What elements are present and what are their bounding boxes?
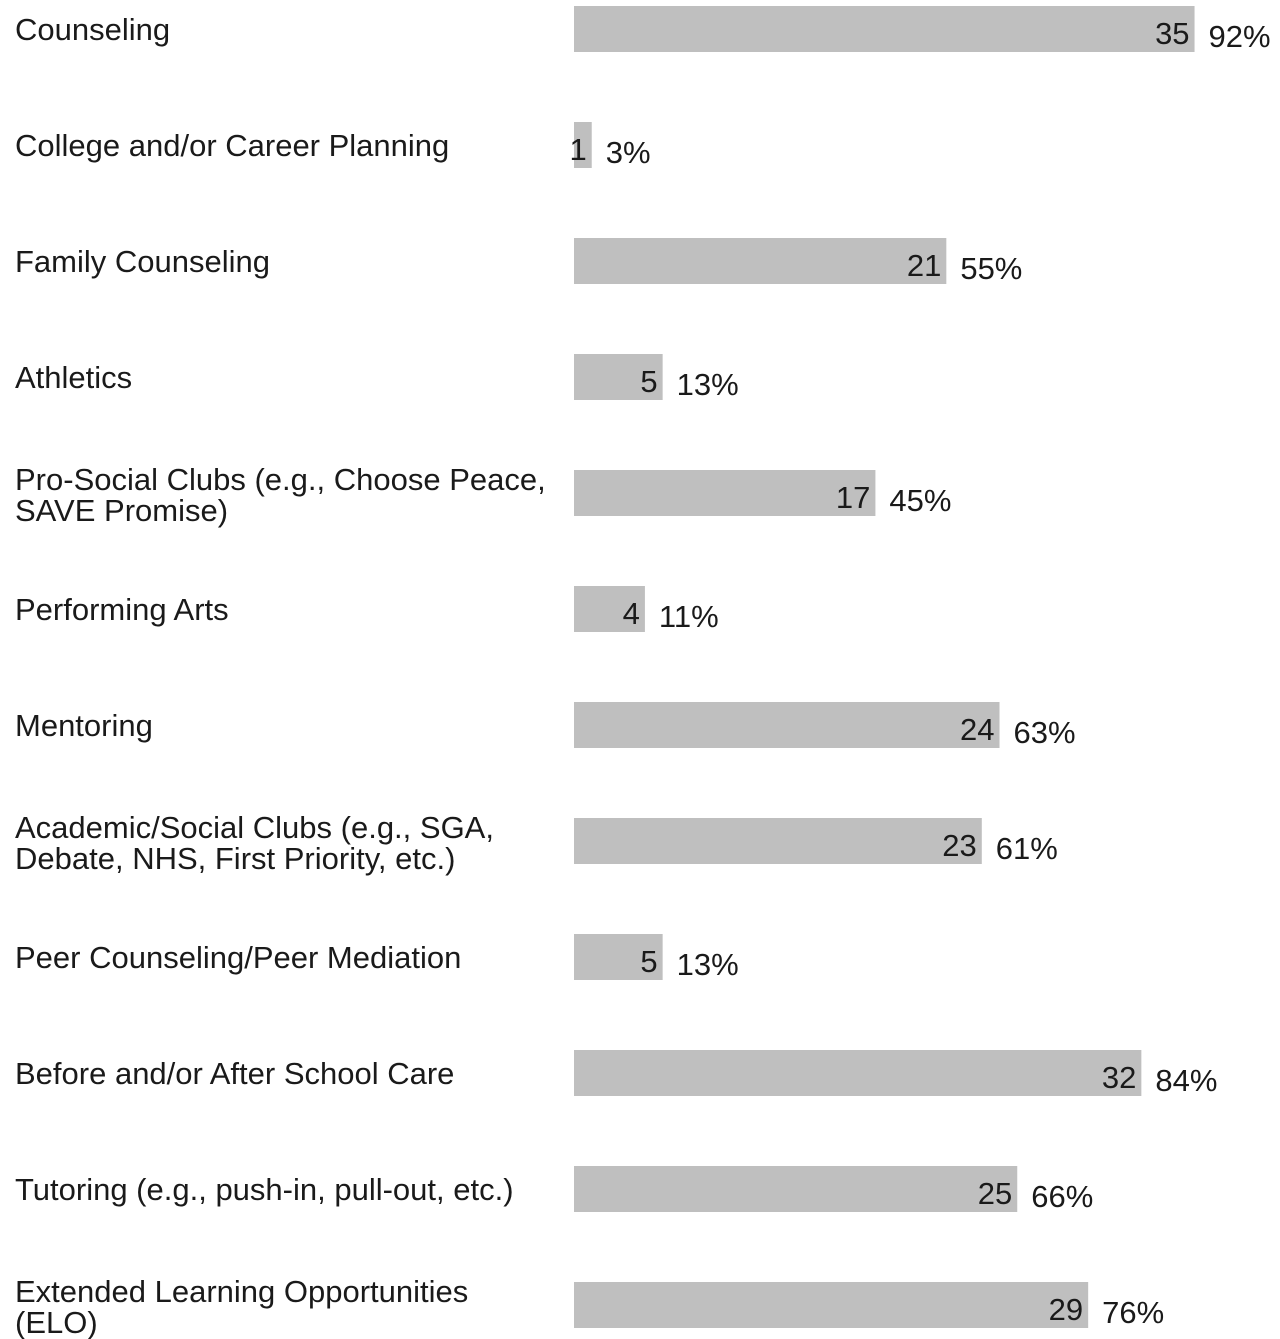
bar-percent-label: 55% bbox=[960, 251, 1022, 286]
category-label: Mentoring bbox=[15, 708, 153, 743]
category-label-line: Peer Counseling/Peer Mediation bbox=[15, 940, 461, 975]
bar bbox=[574, 1166, 1018, 1212]
bar-value-label: 23 bbox=[942, 828, 976, 863]
bar-percent-label: 3% bbox=[606, 135, 651, 170]
bar-value-label: 21 bbox=[907, 248, 941, 283]
bar-percent-label: 13% bbox=[677, 367, 739, 402]
category-label: Counseling bbox=[15, 12, 170, 47]
value-labels: 35 92%1 3%21 55%5 13%17 45%4 11%24 63%23 61%5 13%… bbox=[569, 16, 1270, 1330]
bar bbox=[574, 702, 1000, 748]
bar-value-label: 17 bbox=[836, 480, 870, 515]
bar-percent-label: 92% bbox=[1209, 19, 1271, 54]
category-label-line: SAVE Promise) bbox=[15, 493, 228, 528]
bar bbox=[574, 934, 663, 980]
category-label-line: Family Counseling bbox=[15, 244, 270, 279]
bar bbox=[574, 1282, 1089, 1328]
category-label-line: Pro-Social Clubs (e.g., Choose Peace, bbox=[15, 462, 546, 497]
category-label: Extended Learning Opportunities (ELO) bbox=[15, 1274, 468, 1339]
bar bbox=[574, 238, 947, 284]
category-label-line: Academic/Social Clubs (e.g., SGA, bbox=[15, 810, 494, 845]
category-label-line: Performing Arts bbox=[15, 592, 229, 627]
bar-percent-label: 76% bbox=[1102, 1295, 1164, 1330]
category-label-line: Extended Learning Opportunities bbox=[15, 1274, 468, 1309]
category-labels: Counseling College and/or Career Planning… bbox=[15, 12, 546, 1339]
category-label: Family Counseling bbox=[15, 244, 270, 279]
bar-percent-label: 84% bbox=[1155, 1063, 1217, 1098]
bar bbox=[574, 122, 592, 168]
bar-percent-label: 45% bbox=[889, 483, 951, 518]
category-label: Before and/or After School Care bbox=[15, 1056, 454, 1091]
bar-value-label: 5 bbox=[640, 944, 657, 979]
category-label-line: Counseling bbox=[15, 12, 170, 47]
bar-percent-label: 63% bbox=[1014, 715, 1076, 750]
bar-value-label: 5 bbox=[640, 364, 657, 399]
bar-value-label: 29 bbox=[1049, 1292, 1083, 1327]
bar-value-label: 35 bbox=[1155, 16, 1189, 51]
category-label-line: College and/or Career Planning bbox=[15, 128, 449, 163]
bar bbox=[574, 586, 645, 632]
bar-percent-label: 11% bbox=[659, 599, 719, 634]
category-label: Pro-Social Clubs (e.g., Choose Peace, SAV… bbox=[15, 462, 546, 528]
category-label-line: Debate, NHS, First Priority, etc.) bbox=[15, 841, 455, 876]
bar bbox=[574, 818, 982, 864]
category-label: Tutoring (e.g., push-in, pull-out, etc.) bbox=[15, 1172, 514, 1207]
bar-percent-label: 13% bbox=[677, 947, 739, 982]
bar-value-label: 1 bbox=[569, 132, 586, 167]
bar-percent-label: 66% bbox=[1031, 1179, 1093, 1214]
bar-value-label: 4 bbox=[623, 596, 640, 631]
bar-value-label: 25 bbox=[978, 1176, 1012, 1211]
category-label: Performing Arts bbox=[15, 592, 229, 627]
category-label-line: Mentoring bbox=[15, 708, 153, 743]
bar-value-label: 24 bbox=[960, 712, 994, 747]
bar-percent-label: 61% bbox=[996, 831, 1058, 866]
category-label-line: Tutoring (e.g., push-in, pull-out, etc.) bbox=[15, 1172, 514, 1207]
category-label-line: Before and/or After School Care bbox=[15, 1056, 454, 1091]
category-label-line: Athletics bbox=[15, 360, 132, 395]
category-label-line: (ELO) bbox=[15, 1305, 98, 1339]
bar bbox=[574, 6, 1195, 52]
bar bbox=[574, 1050, 1142, 1096]
category-label: College and/or Career Planning bbox=[15, 128, 449, 163]
bars bbox=[574, 6, 1195, 1328]
category-label: Peer Counseling/Peer Mediation bbox=[15, 940, 461, 975]
bar-value-label: 32 bbox=[1102, 1060, 1136, 1095]
category-label: Athletics bbox=[15, 360, 132, 395]
bar bbox=[574, 354, 663, 400]
category-label: Academic/Social Clubs (e.g., SGA, Debate,… bbox=[15, 810, 494, 876]
bar bbox=[574, 470, 876, 516]
